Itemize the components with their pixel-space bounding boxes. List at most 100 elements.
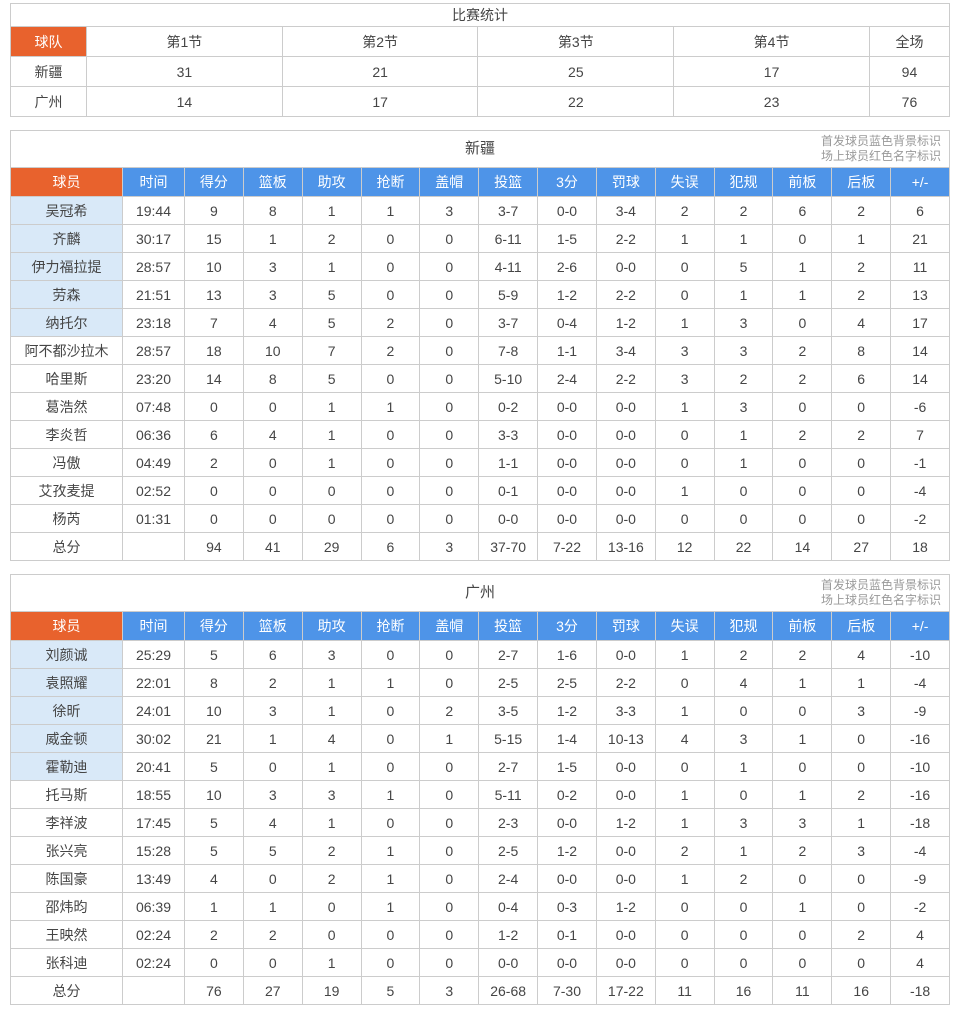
legend-line-2: 场上球员红色名字标识 (820, 593, 941, 607)
starter-legend: 首发球员蓝色背景标识 场上球员红色名字标识 (821, 134, 941, 164)
stat-cell: 6-11 (478, 224, 539, 253)
stat-cell: 06:36 (122, 420, 185, 449)
stat-cell: 0 (360, 224, 421, 253)
stat-cell: 0 (831, 392, 892, 421)
stat-cell: 1 (772, 892, 833, 921)
stat-cell: 21 (184, 724, 244, 753)
player-name-cell: 张兴亮 (10, 836, 123, 865)
stat-cell: 6 (242, 640, 303, 669)
stat-cell: -6 (890, 392, 950, 421)
stat-cell: 4 (831, 640, 892, 669)
stat-cell: 0 (419, 364, 480, 393)
quarter-header-row: 球队 第1节 第2节 第3节 第4节 全场 (10, 26, 951, 57)
stat-cell: 2-5 (537, 668, 597, 697)
stat-cell: 3-4 (595, 196, 656, 225)
stat-cell: 1 (301, 752, 362, 781)
stat-cell: -1 (890, 448, 950, 477)
quarter-score-cell: 22 (477, 86, 675, 117)
stat-cell: 2 (419, 696, 480, 725)
player-stat-row: 徐昕 24:01 10 3 1 0 2 3-5 1-2 3-3 1 0 0 3 -9 (10, 696, 950, 725)
stat-cell: 5-9 (478, 280, 539, 309)
stat-cell: 3 (654, 364, 715, 393)
stat-cell: 0 (360, 948, 421, 977)
stat-column-header: 3分 (537, 167, 597, 197)
stat-cell: 5 (184, 808, 244, 837)
stat-cell: 1 (360, 836, 421, 865)
stat-cell: 1 (772, 780, 833, 809)
stat-cell: 0 (654, 252, 715, 281)
stat-cell: 0-0 (595, 864, 656, 893)
quarter-score-cell: 31 (86, 56, 283, 87)
quarter-score-cell: 76 (868, 86, 951, 117)
stat-cell: 1 (301, 948, 362, 977)
stat-cell: 1 (301, 420, 362, 449)
stat-cell: 1 (713, 836, 774, 865)
totals-label-cell: 总分 (10, 976, 123, 1005)
stat-cell: 3 (419, 196, 480, 225)
stat-cell: 1 (301, 668, 362, 697)
stat-cell: 2 (360, 308, 421, 337)
stat-cell: 2 (713, 640, 774, 669)
stat-cell: 5-11 (478, 780, 539, 809)
stat-cell: 1 (301, 696, 362, 725)
stat-cell: 2-7 (478, 640, 539, 669)
stat-cell: 2 (654, 196, 715, 225)
stat-cell: 0 (419, 640, 480, 669)
stat-cell: 2-2 (595, 364, 656, 393)
stat-cell: 0-0 (595, 780, 656, 809)
stat-cell: 0 (242, 752, 303, 781)
team-title: 广州 (464, 584, 495, 601)
player-name-cell: 刘颜诚 (10, 640, 123, 669)
stat-cell: 1 (360, 392, 421, 421)
stat-cell: 1 (654, 224, 715, 253)
stat-cell: 4 (831, 308, 892, 337)
stat-cell: 0 (360, 724, 421, 753)
stat-cell: 15 (184, 224, 244, 253)
stat-cell: 10-13 (595, 724, 656, 753)
stat-cell: 3 (713, 808, 774, 837)
stat-cell: 0-1 (478, 476, 539, 505)
stat-cell: 5 (301, 364, 362, 393)
totals-stat-cell: 12 (654, 532, 715, 561)
stat-cell: 3 (713, 308, 774, 337)
stat-cell: 0 (713, 780, 774, 809)
totals-stat-cell: 11 (772, 976, 833, 1005)
stat-cell: 1-1 (537, 336, 597, 365)
player-stat-row: 哈里斯 23:20 14 8 5 0 0 5-10 2-4 2-2 3 2 2 6 14 (10, 364, 950, 393)
totals-stat-cell: 18 (890, 532, 950, 561)
stat-cell: 0 (360, 252, 421, 281)
stat-cell: 1 (360, 864, 421, 893)
stat-cell: 25:29 (122, 640, 185, 669)
stat-column-header: 投篮 (478, 611, 539, 641)
stat-cell: 13 (890, 280, 950, 309)
stat-cell: 3 (772, 808, 833, 837)
stat-cell: 0 (419, 224, 480, 253)
stat-cell: 17:45 (122, 808, 185, 837)
stat-column-header: 后板 (831, 611, 892, 641)
stat-cell: 0-2 (478, 392, 539, 421)
stat-cell: 07:48 (122, 392, 185, 421)
stat-cell: 0 (772, 948, 833, 977)
stat-cell: 0 (419, 252, 480, 281)
stat-cell: 0 (360, 808, 421, 837)
team-stats-table-guangzhou: 广州 首发球员蓝色背景标识 场上球员红色名字标识 球员 时间 得分 篮板 助攻 抢断 盖帽投… (10, 574, 950, 1005)
stat-cell: 2 (654, 836, 715, 865)
stat-cell: 1 (772, 668, 833, 697)
quarter-column-header: 第3节 (477, 26, 675, 57)
stat-cell: 0 (654, 668, 715, 697)
stat-cell: 1 (713, 420, 774, 449)
stat-cell: 1 (713, 280, 774, 309)
player-stat-row: 邵炜昀 06:39 1 1 0 1 0 0-4 0-3 1-2 0 0 1 0 -2 (10, 892, 950, 921)
stat-cell: 1 (713, 448, 774, 477)
stat-cell: 2-2 (595, 280, 656, 309)
stat-cell: 7-8 (478, 336, 539, 365)
stat-cell: 1-2 (478, 920, 539, 949)
stat-cell: 6 (772, 196, 833, 225)
stat-cell: 1 (831, 224, 892, 253)
stat-cell: 24:01 (122, 696, 185, 725)
stat-cell: 0 (301, 920, 362, 949)
quarter-score-cell: 25 (477, 56, 675, 87)
stat-cell: 21:51 (122, 280, 185, 309)
quarter-score-cell: 23 (673, 86, 870, 117)
stat-cell: 2-6 (537, 252, 597, 281)
